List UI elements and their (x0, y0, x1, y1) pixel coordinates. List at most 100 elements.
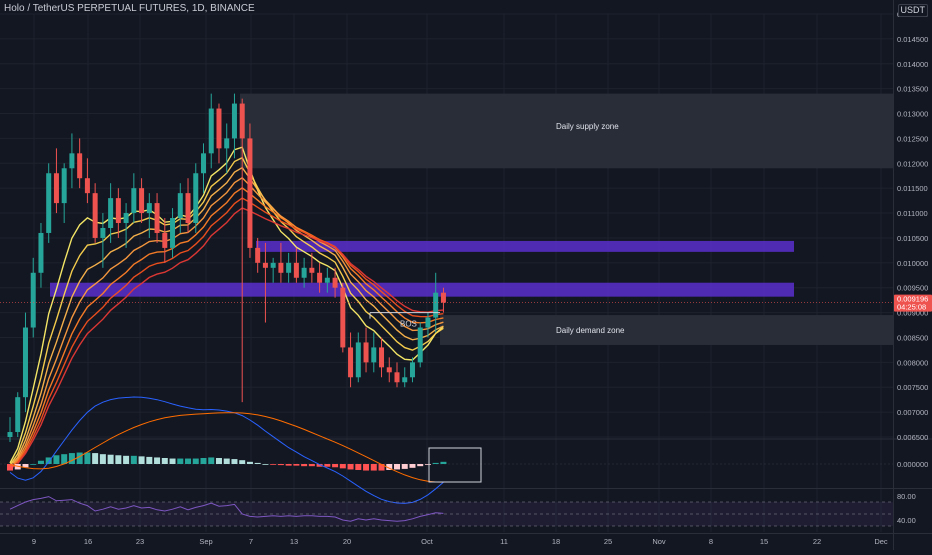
price-axis-label: 0.014500 (897, 35, 928, 44)
candle-body (100, 227, 106, 238)
candle-body (425, 317, 431, 328)
macd-histogram-bar (386, 464, 393, 470)
candle-body (324, 277, 330, 283)
candle-body (417, 327, 423, 363)
macd-histogram-bar (424, 464, 431, 465)
ema-ribbon-line (9, 187, 444, 469)
chart-title: Holo / TetherUS PERPETUAL FUTURES, 1D, B… (4, 3, 255, 14)
macd-histogram-bar (308, 464, 315, 467)
price-axis-label: 0.007500 (897, 383, 928, 392)
candle-body (433, 292, 439, 318)
time-axis-label: 18 (552, 537, 560, 546)
macd-histogram-bar (355, 464, 362, 470)
candle-body (69, 153, 75, 169)
bos-label: BOS (400, 320, 417, 329)
candle-body (247, 138, 253, 248)
time-axis-label: Nov (652, 537, 666, 546)
candle-body (309, 267, 315, 273)
price-axis-label: 0.009500 (897, 284, 928, 293)
macd-histogram-bar (130, 455, 137, 464)
demand-zone-label: Daily demand zone (556, 326, 625, 335)
macd-histogram-bar (14, 464, 21, 470)
macd-histogram-bar (270, 464, 277, 465)
macd-histogram-bar (316, 464, 323, 467)
price-axis-label: 0.008500 (897, 333, 928, 342)
ema-ribbon-line (9, 197, 444, 470)
price-axis-label: 0.009000 (897, 309, 928, 318)
ema-ribbon-line (9, 207, 444, 470)
candle-body (379, 347, 385, 368)
ema-ribbon-line (9, 176, 444, 468)
candle-body (139, 188, 145, 214)
rsi-line (9, 496, 444, 522)
macd-histogram-bar (347, 464, 354, 470)
current-price-label: 0.009196 (897, 295, 928, 304)
macd-histogram-bar (301, 464, 308, 467)
price-axis-label: 0.008000 (897, 358, 928, 367)
candle-body (61, 168, 67, 204)
macd-histogram-bar (192, 458, 199, 464)
candle-body (286, 262, 292, 273)
candle-body (363, 342, 369, 363)
candle-body (208, 108, 214, 154)
time-axis-label: 11 (500, 537, 508, 546)
candle-body (185, 193, 191, 224)
time-axis-label: 23 (136, 537, 144, 546)
price-axis-label: 0.014000 (897, 60, 928, 69)
supply-zone (240, 93, 893, 169)
time-axis-label: 22 (813, 537, 821, 546)
time-axis-label: 16 (84, 537, 92, 546)
candle-body (115, 198, 121, 224)
candle-body (262, 262, 268, 268)
macd-histogram-bar (53, 455, 60, 464)
candle-body (270, 262, 276, 268)
candle-body (231, 103, 237, 139)
macd-histogram-bar (68, 453, 75, 464)
candle-countdown-label: 04:25:08 (897, 303, 926, 312)
macd-signal-line (9, 412, 444, 483)
macd-histogram-bar (339, 464, 346, 469)
candle-body (216, 108, 222, 149)
resistance-band-zone (256, 240, 794, 252)
candle-body (332, 277, 338, 288)
candle-body (77, 153, 83, 179)
candle-body (278, 262, 284, 273)
macd-histogram-bar (394, 464, 400, 470)
macd-histogram-bar (185, 458, 192, 464)
support-band-zone (50, 282, 794, 297)
macd-histogram-bar (107, 454, 114, 464)
macd-histogram-bar (363, 464, 370, 471)
supply-zone-label: Daily supply zone (556, 122, 619, 131)
candle-body (108, 198, 114, 228)
time-axis-label: 9 (32, 537, 36, 546)
candle-body (255, 247, 261, 263)
macd-histogram-bar (115, 455, 122, 464)
macd-histogram-bar (332, 464, 339, 468)
price-axis-label: 0.012500 (897, 134, 928, 143)
macd-histogram-bar (138, 456, 145, 464)
macd-histogram-bar (45, 457, 52, 464)
macd-histogram-bar (61, 454, 68, 464)
rsi-axis-label: 80.00 (897, 492, 916, 501)
macd-histogram-bar (440, 461, 447, 464)
candle-body (371, 347, 377, 363)
macd-histogram-bar (7, 464, 13, 471)
time-axis-label: Dec (874, 537, 888, 546)
macd-axis-label: 0.000000 (897, 460, 928, 469)
price-axis-label: 0.010500 (897, 234, 928, 243)
currency-badge[interactable]: USDT (897, 4, 928, 17)
macd-histogram-bar (161, 458, 168, 464)
candle-body (348, 347, 354, 378)
macd-highlight-box (428, 447, 482, 483)
candle-body (38, 232, 44, 273)
time-axis-label: 7 (249, 537, 253, 546)
candle-body (201, 153, 206, 174)
macd-histogram-bar (30, 464, 37, 465)
macd-histogram-bar (22, 464, 29, 468)
macd-histogram-bar (37, 460, 44, 464)
candle-body (340, 287, 346, 348)
candle-body (146, 203, 152, 214)
macd-histogram-bar (146, 456, 153, 464)
